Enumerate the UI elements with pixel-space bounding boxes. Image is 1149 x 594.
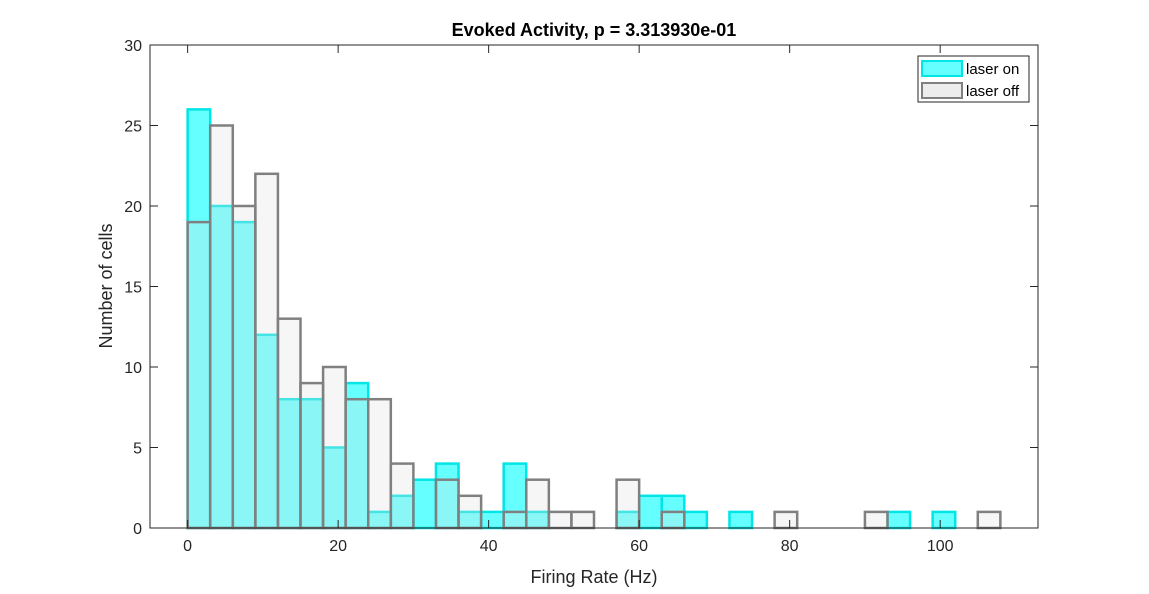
bar-laser-off bbox=[773, 510, 799, 530]
bar-laser-off bbox=[525, 478, 551, 530]
bar-laser-on bbox=[479, 510, 505, 530]
legend-label-laser-off: laser off bbox=[966, 83, 1020, 100]
bar-laser-off bbox=[186, 220, 212, 530]
y-tick-label: 10 bbox=[124, 360, 142, 377]
x-tick-label: 20 bbox=[329, 538, 347, 555]
bar-laser-on bbox=[412, 478, 438, 530]
x-axis-label: Firing Rate (Hz) bbox=[530, 567, 657, 587]
bar-laser-off bbox=[321, 365, 347, 530]
bar-laser-on bbox=[931, 510, 957, 530]
axes-layer: 0 20 40 60 80 100 0 5 10 15 20 25 30 bbox=[124, 38, 1039, 555]
bar-laser-on bbox=[637, 494, 663, 530]
bars-layer bbox=[186, 108, 1002, 530]
y-tick-label: 0 bbox=[133, 521, 142, 538]
bar-laser-off bbox=[389, 462, 415, 530]
bar-laser-off bbox=[863, 510, 889, 530]
bar-laser-off bbox=[231, 204, 257, 530]
legend-label-laser-on: laser on bbox=[966, 61, 1019, 78]
x-tick-label: 100 bbox=[927, 538, 954, 555]
y-axis-label: Number of cells bbox=[96, 223, 116, 348]
x-tick-label: 60 bbox=[630, 538, 648, 555]
bar-laser-off bbox=[254, 172, 280, 530]
y-tick-label: 30 bbox=[124, 38, 142, 55]
bar-laser-off bbox=[615, 478, 641, 530]
bar-laser-off bbox=[660, 510, 686, 530]
x-tick-label: 0 bbox=[183, 538, 192, 555]
chart-title: Evoked Activity, p = 3.313930e-01 bbox=[452, 20, 737, 40]
bar-laser-on bbox=[683, 510, 709, 530]
y-tick-label: 25 bbox=[124, 119, 142, 136]
bar-laser-on bbox=[728, 510, 754, 530]
x-tick-label: 80 bbox=[781, 538, 799, 555]
bar-laser-off bbox=[976, 510, 1002, 530]
y-tick-label: 5 bbox=[133, 441, 142, 458]
bar-laser-on bbox=[886, 510, 912, 530]
bar-laser-off bbox=[434, 478, 460, 530]
bar-laser-off bbox=[299, 381, 325, 530]
bar-laser-off bbox=[276, 317, 302, 530]
x-tick-label: 40 bbox=[480, 538, 498, 555]
bar-laser-off bbox=[344, 397, 370, 530]
y-tick-label: 15 bbox=[124, 280, 142, 297]
legend: laser on laser off bbox=[917, 55, 1030, 103]
bar-laser-off bbox=[547, 510, 573, 530]
y-tick-label: 20 bbox=[124, 199, 142, 216]
legend-swatch-laser-on bbox=[921, 60, 963, 77]
bar-laser-off bbox=[208, 124, 235, 530]
bar-laser-off bbox=[570, 510, 596, 530]
legend-swatch-laser-off bbox=[921, 82, 963, 99]
bar-laser-off bbox=[366, 397, 393, 530]
bar-laser-off bbox=[457, 494, 483, 530]
bar-laser-off bbox=[502, 510, 528, 530]
